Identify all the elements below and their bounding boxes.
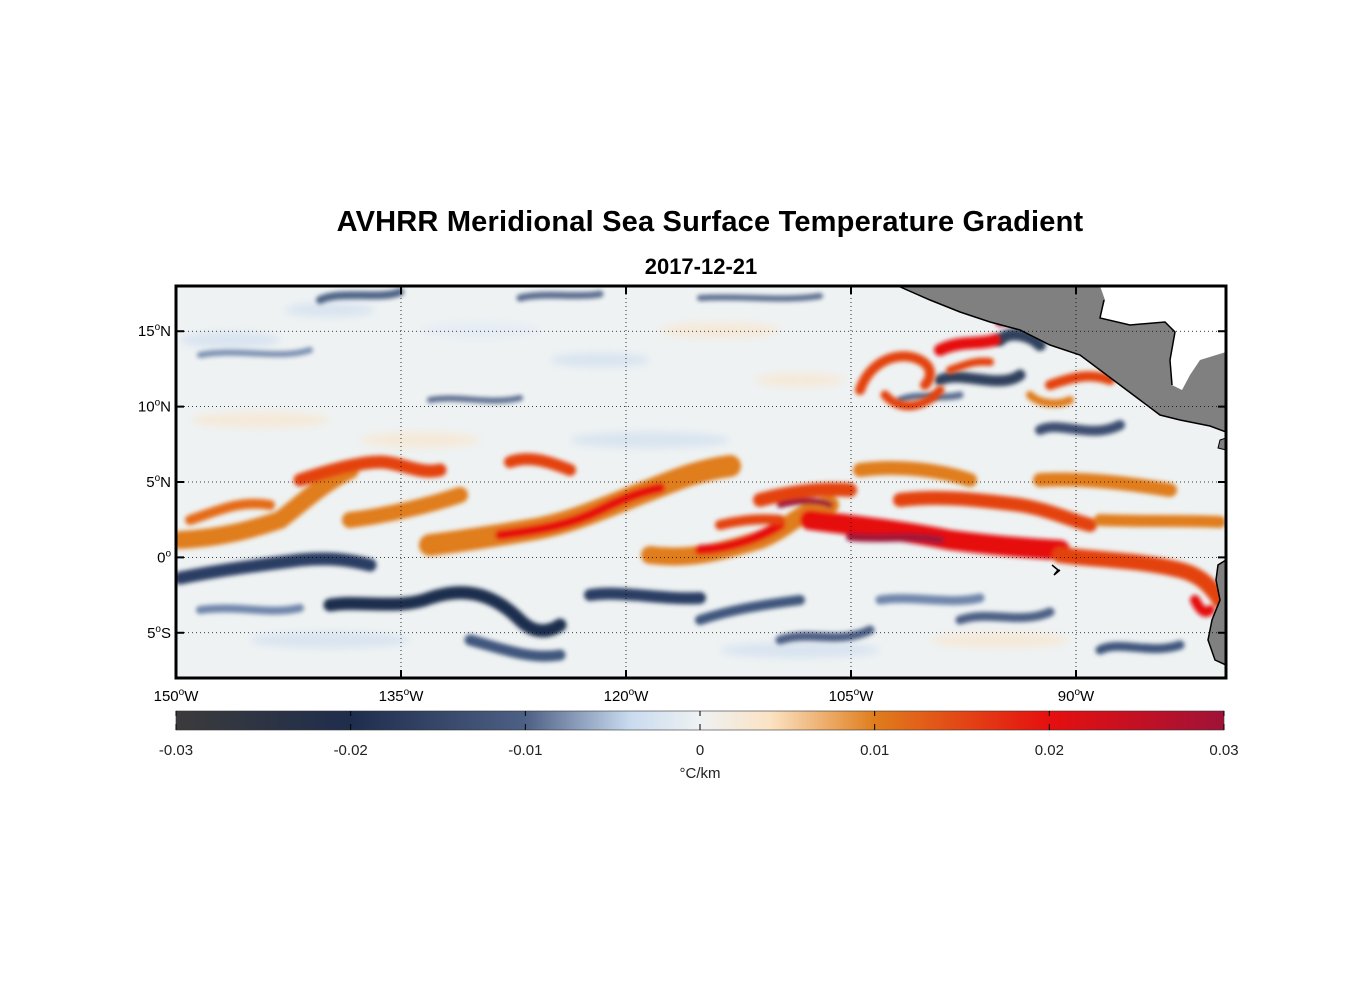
chart-title: AVHRR Meridional Sea Surface Temperature… bbox=[336, 206, 1084, 238]
colorbar-tick-label: -0.02 bbox=[334, 742, 368, 759]
land-south-america bbox=[1207, 559, 1226, 666]
lat-tick-label: 5oN bbox=[146, 473, 171, 491]
chart-subtitle: 2017-12-21 bbox=[644, 254, 758, 279]
colorbar-tick-label: 0.01 bbox=[860, 742, 889, 759]
lat-tick-labels: 15oN 10oN 5oN 0o 5oS bbox=[138, 322, 172, 642]
lon-tick-labels: 150oW 135oW 120oW 105oW 90oW bbox=[154, 687, 1095, 705]
sst-gradient-field bbox=[176, 286, 1226, 678]
background-texture bbox=[180, 303, 1070, 658]
lat-tick-label: 10oN bbox=[138, 398, 171, 416]
lat-tick-label: 15oN bbox=[138, 322, 171, 340]
land-central-america bbox=[897, 286, 1226, 451]
lat-tick-label: 5oS bbox=[147, 624, 171, 642]
lon-tick-label: 120oW bbox=[604, 687, 650, 705]
positive-front bbox=[176, 453, 1226, 617]
lon-tick-label: 105oW bbox=[829, 687, 875, 705]
colorbar-ticks: -0.03 -0.02 -0.01 0 0.01 0.02 0.03 bbox=[159, 711, 1239, 759]
graticule bbox=[176, 286, 1226, 678]
colorbar-tick-label: 0 bbox=[696, 742, 704, 759]
colorbar-label: °C/km bbox=[680, 765, 721, 782]
lon-tick-label: 135oW bbox=[379, 687, 425, 705]
map-ticks bbox=[175, 286, 1226, 678]
galapagos-islands bbox=[1051, 564, 1061, 576]
colorbar-tick-label: 0.03 bbox=[1209, 742, 1238, 759]
negative-streaks-north bbox=[197, 288, 1125, 436]
lon-tick-label: 90oW bbox=[1058, 687, 1095, 705]
colorbar-tick-label: -0.01 bbox=[508, 742, 542, 759]
colorbar-tick-label: 0.02 bbox=[1035, 742, 1064, 759]
negative-streaks-south bbox=[176, 552, 1185, 662]
lon-tick-label: 150oW bbox=[154, 687, 200, 705]
lat-tick-label: 0o bbox=[157, 548, 171, 566]
colorbar-tick-label: -0.03 bbox=[159, 742, 193, 759]
